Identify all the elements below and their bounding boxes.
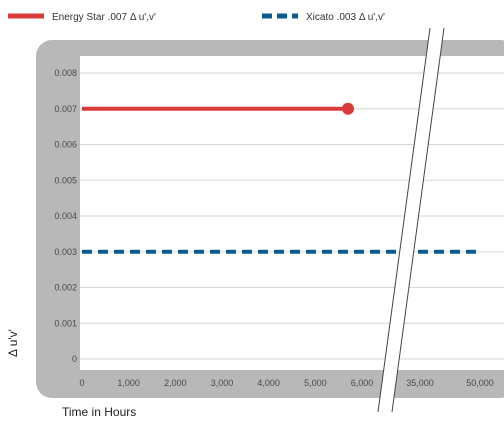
x-tick-label: 5,000	[304, 378, 327, 388]
y-tick-label: 0.006	[54, 140, 77, 150]
x-tick-label: 6,000	[351, 378, 374, 388]
x-tick-label: 0	[79, 378, 84, 388]
axis-break	[377, 27, 445, 413]
y-tick-label: 0.004	[54, 211, 77, 221]
axis-break-gap	[378, 28, 444, 412]
y-tick-label: 0.007	[54, 104, 77, 114]
x-tick-label: 35,000	[406, 378, 434, 388]
y-tick-label: 0	[72, 354, 77, 364]
y-tick-labels: 0 0.001 0.002 0.003 0.004 0.005 0.006 0.007 0.00…	[54, 68, 77, 364]
axis-break-line-right	[391, 27, 445, 413]
axis-break-line-left	[377, 27, 431, 413]
x-axis-title: Time in Hours	[62, 405, 136, 419]
legend-label-xicato: Xicato .003 Δ u',v'	[306, 12, 385, 23]
x-tick-label: 3,000	[211, 378, 234, 388]
y-tick-label: 0.008	[54, 68, 77, 78]
series-end-marker-0	[342, 102, 354, 115]
x-tick-label: 1,000	[117, 378, 140, 388]
x-tick-label: 2,000	[164, 378, 187, 388]
x-tick-label: 50,000	[466, 378, 494, 388]
y-tick-label: 0.003	[54, 247, 77, 257]
y-axis-title: Δ u'v'	[6, 329, 20, 357]
x-tick-labels: 0 1,000 2,000 3,000 4,000 5,000 6,000 35,000 50,…	[79, 378, 493, 388]
series-layer	[82, 102, 480, 254]
x-tick-label: 4,000	[257, 378, 280, 388]
legend-label-energy-star: Energy Star .007 Δ u',v'	[52, 12, 156, 23]
y-tick-label: 0.001	[54, 318, 77, 328]
y-tick-label: 0.002	[54, 283, 77, 293]
y-tick-label: 0.005	[54, 175, 77, 185]
legend: Energy Star .007 Δ u',v' Xicato .003 Δ u…	[8, 12, 385, 23]
